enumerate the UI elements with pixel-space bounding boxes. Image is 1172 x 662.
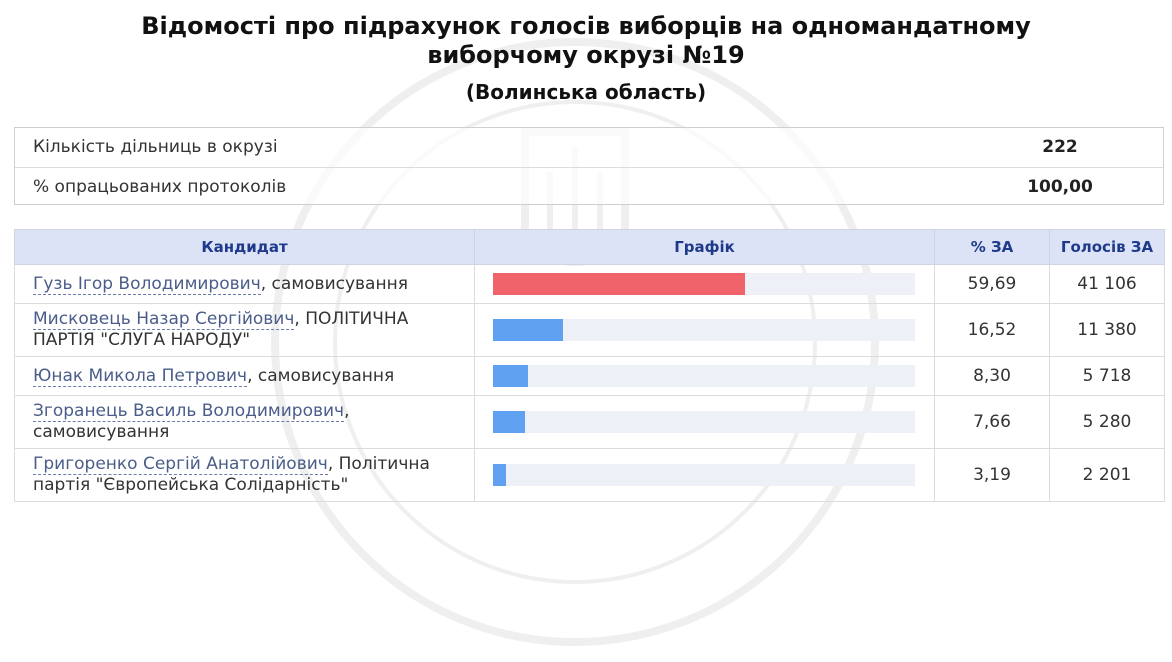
candidate-party: , ПОЛІТИЧНА ПАРТІЯ "СЛУГА НАРОДУ": [33, 309, 409, 350]
candidate-party: , Політична партія "Європейська Солідарн…: [33, 454, 430, 495]
votes-cell: 41 106: [1049, 264, 1165, 304]
results-table: Кандидат Графік % ЗА Голосів ЗА Гузь Іго…: [14, 229, 1165, 502]
candidate-name-link[interactable]: Мисковець Назар Сергійович: [33, 309, 295, 330]
chart-cell: [474, 448, 935, 502]
vote-bar: [493, 273, 745, 295]
candidate-name-link[interactable]: Гузь Ігор Володимирович: [33, 273, 261, 295]
candidate-row: Гузь Ігор Володимирович, самовисування 5…: [14, 264, 1165, 304]
vote-bar-track: [493, 411, 915, 433]
candidate-party: , самовисування: [247, 365, 395, 386]
candidate-cell: Григоренко Сергій Анатолійович, Політичн…: [14, 448, 475, 502]
candidate-party: , самовисування: [33, 401, 350, 442]
candidate-row: Мисковець Назар Сергійович, ПОЛІТИЧНА ПА…: [14, 303, 1165, 357]
summary-row-stations: Кількість дільниць в окрузі 222: [15, 128, 1163, 166]
percent-cell: 16,52: [934, 303, 1050, 357]
chart-cell: [474, 395, 935, 449]
votes-cell: 11 380: [1049, 303, 1165, 357]
vote-bar: [493, 319, 563, 341]
vote-bar: [493, 365, 529, 387]
vote-bar: [493, 464, 507, 486]
chart-cell: [474, 264, 935, 304]
candidate-cell: Гузь Ігор Володимирович, самовисування: [14, 264, 475, 304]
percent-column-header: % ЗА: [934, 229, 1050, 265]
chart-column-header: Графік: [474, 229, 935, 265]
page-title: Відомості про підрахунок голосів виборці…: [0, 12, 1172, 70]
votes-cell: 2 201: [1049, 448, 1165, 502]
candidate-row: Згоранець Василь Володимирович, самовису…: [14, 395, 1165, 449]
vote-bar-track: [493, 464, 915, 486]
vote-bar-track: [493, 273, 915, 295]
candidate-cell: Юнак Микола Петрович, самовисування: [14, 356, 475, 396]
page-title-line1: Відомості про підрахунок голосів виборці…: [141, 12, 1031, 40]
candidate-row: Юнак Микола Петрович, самовисування 8,30…: [14, 356, 1165, 396]
summary-row-protocols: % опрацьованих протоколів 100,00: [15, 167, 1163, 206]
votes-cell: 5 280: [1049, 395, 1165, 449]
percent-cell: 59,69: [934, 264, 1050, 304]
votes-cell: 5 718: [1049, 356, 1165, 396]
stations-label: Кількість дільниць в окрузі: [33, 137, 278, 157]
protocols-label: % опрацьованих протоколів: [33, 177, 287, 197]
vote-bar-track: [493, 319, 915, 341]
candidate-name-link[interactable]: Згоранець Василь Володимирович: [33, 401, 345, 422]
candidate-party: , самовисування: [260, 273, 408, 294]
region-subtitle: (Волинська область): [465, 80, 707, 104]
percent-cell: 8,30: [934, 356, 1050, 396]
votes-column-header: Голосів ЗА: [1049, 229, 1165, 265]
results-header-row: Кандидат Графік % ЗА Голосів ЗА: [14, 229, 1165, 265]
stations-value: 222: [1042, 137, 1078, 157]
candidate-row: Григоренко Сергій Анатолійович, Політичн…: [14, 448, 1165, 502]
candidate-name-link[interactable]: Юнак Микола Петрович: [33, 365, 248, 387]
page-header: Відомості про підрахунок голосів виборці…: [0, 12, 1172, 104]
candidate-cell: Згоранець Василь Володимирович, самовису…: [14, 395, 475, 449]
percent-cell: 3,19: [934, 448, 1050, 502]
candidate-cell: Мисковець Назар Сергійович, ПОЛІТИЧНА ПА…: [14, 303, 475, 357]
candidate-column-header: Кандидат: [14, 229, 475, 265]
district-summary: Кількість дільниць в окрузі 222 % опраць…: [14, 127, 1164, 205]
vote-bar-track: [493, 365, 915, 387]
vote-bar: [493, 411, 526, 433]
percent-cell: 7,66: [934, 395, 1050, 449]
page-title-line2: виборчому окрузі №19: [427, 41, 745, 69]
candidate-name-link[interactable]: Григоренко Сергій Анатолійович: [33, 454, 328, 475]
chart-cell: [474, 303, 935, 357]
protocols-value: 100,00: [1027, 177, 1093, 197]
chart-cell: [474, 356, 935, 396]
